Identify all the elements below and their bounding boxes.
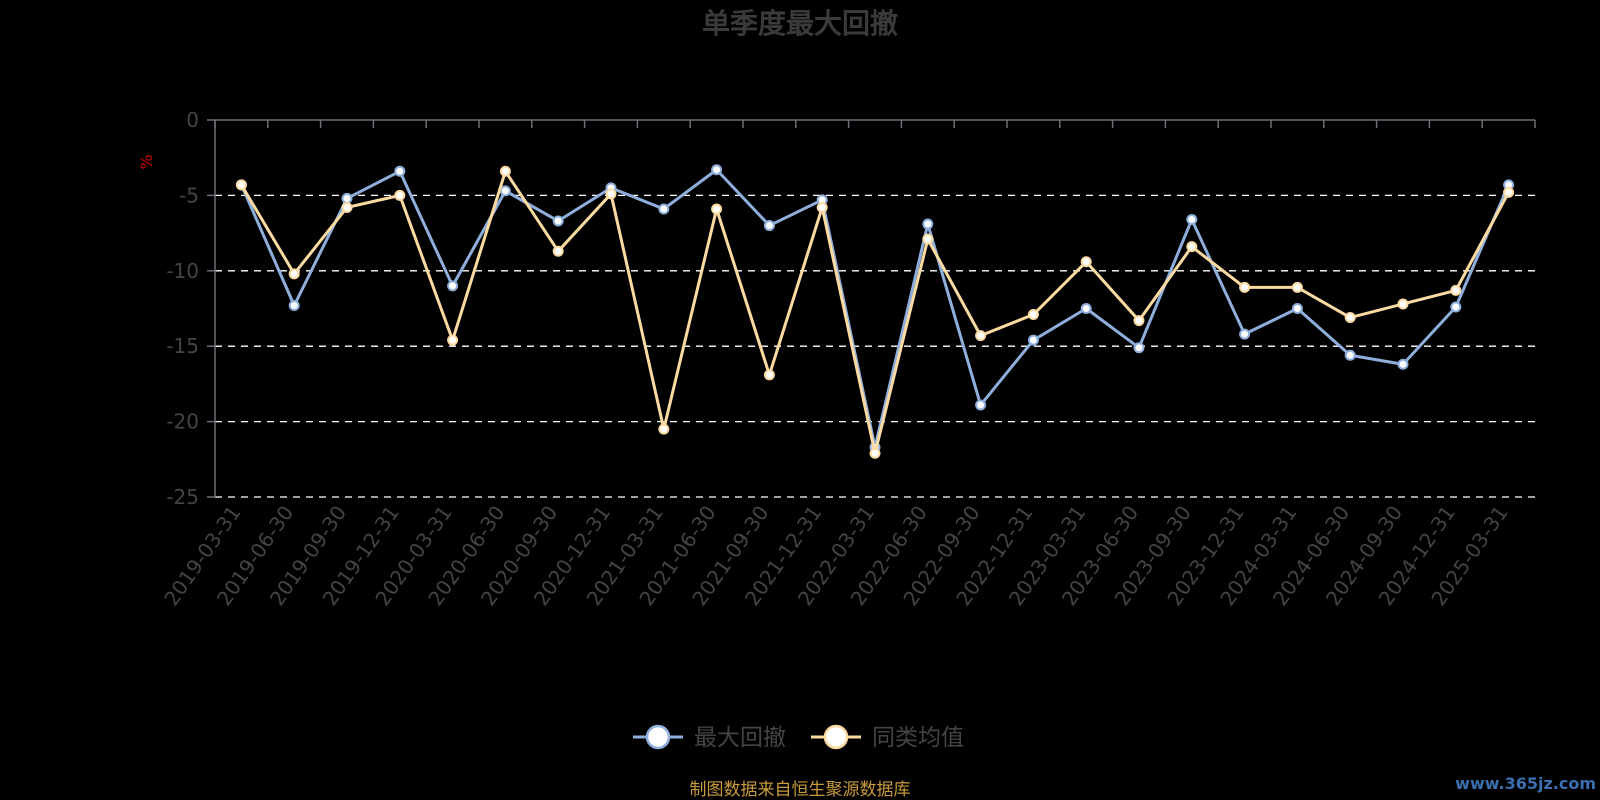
data-point[interactable] [1239, 328, 1251, 340]
data-point[interactable] [1397, 298, 1409, 310]
series-2 [235, 165, 1515, 459]
series-line [240, 168, 1510, 449]
data-point[interactable] [1080, 256, 1092, 268]
data-point[interactable] [1397, 358, 1409, 370]
data-point[interactable] [394, 165, 406, 177]
data-point[interactable] [1450, 301, 1462, 313]
data-point[interactable] [499, 185, 511, 197]
data-point[interactable] [447, 334, 459, 346]
y-axis-unit: % [137, 154, 156, 169]
data-point[interactable] [1186, 214, 1198, 226]
data-point[interactable] [922, 233, 934, 245]
y-tick-label: -10 [166, 259, 199, 283]
data-point[interactable] [552, 245, 564, 257]
legend-marker-icon [645, 724, 671, 750]
data-point[interactable] [1291, 303, 1303, 314]
data-point[interactable] [763, 220, 775, 232]
legend-label: 同类均值 [872, 725, 964, 751]
data-point[interactable] [1027, 309, 1039, 321]
data-point[interactable] [1133, 342, 1145, 354]
y-tick-label: -5 [179, 183, 199, 207]
data-point[interactable] [341, 192, 353, 204]
series-lines [235, 164, 1515, 459]
series-line [240, 169, 1510, 455]
data-point[interactable] [1239, 281, 1251, 293]
data-point[interactable] [658, 423, 670, 435]
data-point[interactable] [288, 299, 300, 311]
legend-item[interactable]: 最大回撤 [633, 724, 786, 751]
data-point[interactable] [763, 369, 775, 381]
data-source-note: 制图数据来自恒生聚源数据库 [690, 780, 911, 800]
data-point[interactable] [288, 268, 300, 280]
data-point[interactable] [658, 203, 670, 215]
data-point[interactable] [235, 179, 247, 191]
data-point[interactable] [975, 330, 987, 342]
data-point[interactable] [816, 201, 828, 213]
y-tick-label: -25 [166, 485, 199, 509]
y-tick-label: -20 [166, 410, 199, 434]
data-point[interactable] [341, 201, 353, 213]
data-point[interactable] [1344, 349, 1356, 361]
data-point[interactable] [869, 447, 881, 459]
data-point[interactable] [711, 164, 723, 176]
chart-title: 单季度最大回撤 [702, 7, 898, 40]
y-tick-label: -15 [166, 334, 199, 358]
data-point[interactable] [552, 215, 564, 227]
legend[interactable]: 最大回撤 同类均值 [633, 724, 964, 751]
data-point[interactable] [711, 203, 723, 215]
data-point[interactable] [1344, 312, 1356, 324]
data-point[interactable] [394, 189, 406, 201]
data-point[interactable] [1450, 284, 1462, 296]
data-point[interactable] [922, 218, 934, 230]
axes: 0-5-10-15-20-252019-03-312019-06-302019-… [159, 108, 1536, 610]
data-point[interactable] [975, 399, 987, 411]
legend-marker-icon [823, 724, 849, 750]
data-point[interactable] [1027, 334, 1039, 346]
series-1 [235, 164, 1515, 453]
data-point[interactable] [1080, 303, 1092, 314]
data-point[interactable] [447, 280, 459, 292]
y-tick-label: 0 [186, 108, 199, 132]
data-point[interactable] [1133, 315, 1145, 327]
data-point[interactable] [1503, 186, 1515, 198]
data-point[interactable] [1186, 241, 1198, 253]
data-point[interactable] [499, 165, 511, 177]
data-point[interactable] [605, 188, 617, 200]
data-point[interactable] [1291, 281, 1303, 293]
watermark: www.365jz.com [1455, 774, 1596, 793]
legend-item[interactable]: 同类均值 [811, 724, 964, 751]
legend-label: 最大回撤 [694, 725, 786, 751]
